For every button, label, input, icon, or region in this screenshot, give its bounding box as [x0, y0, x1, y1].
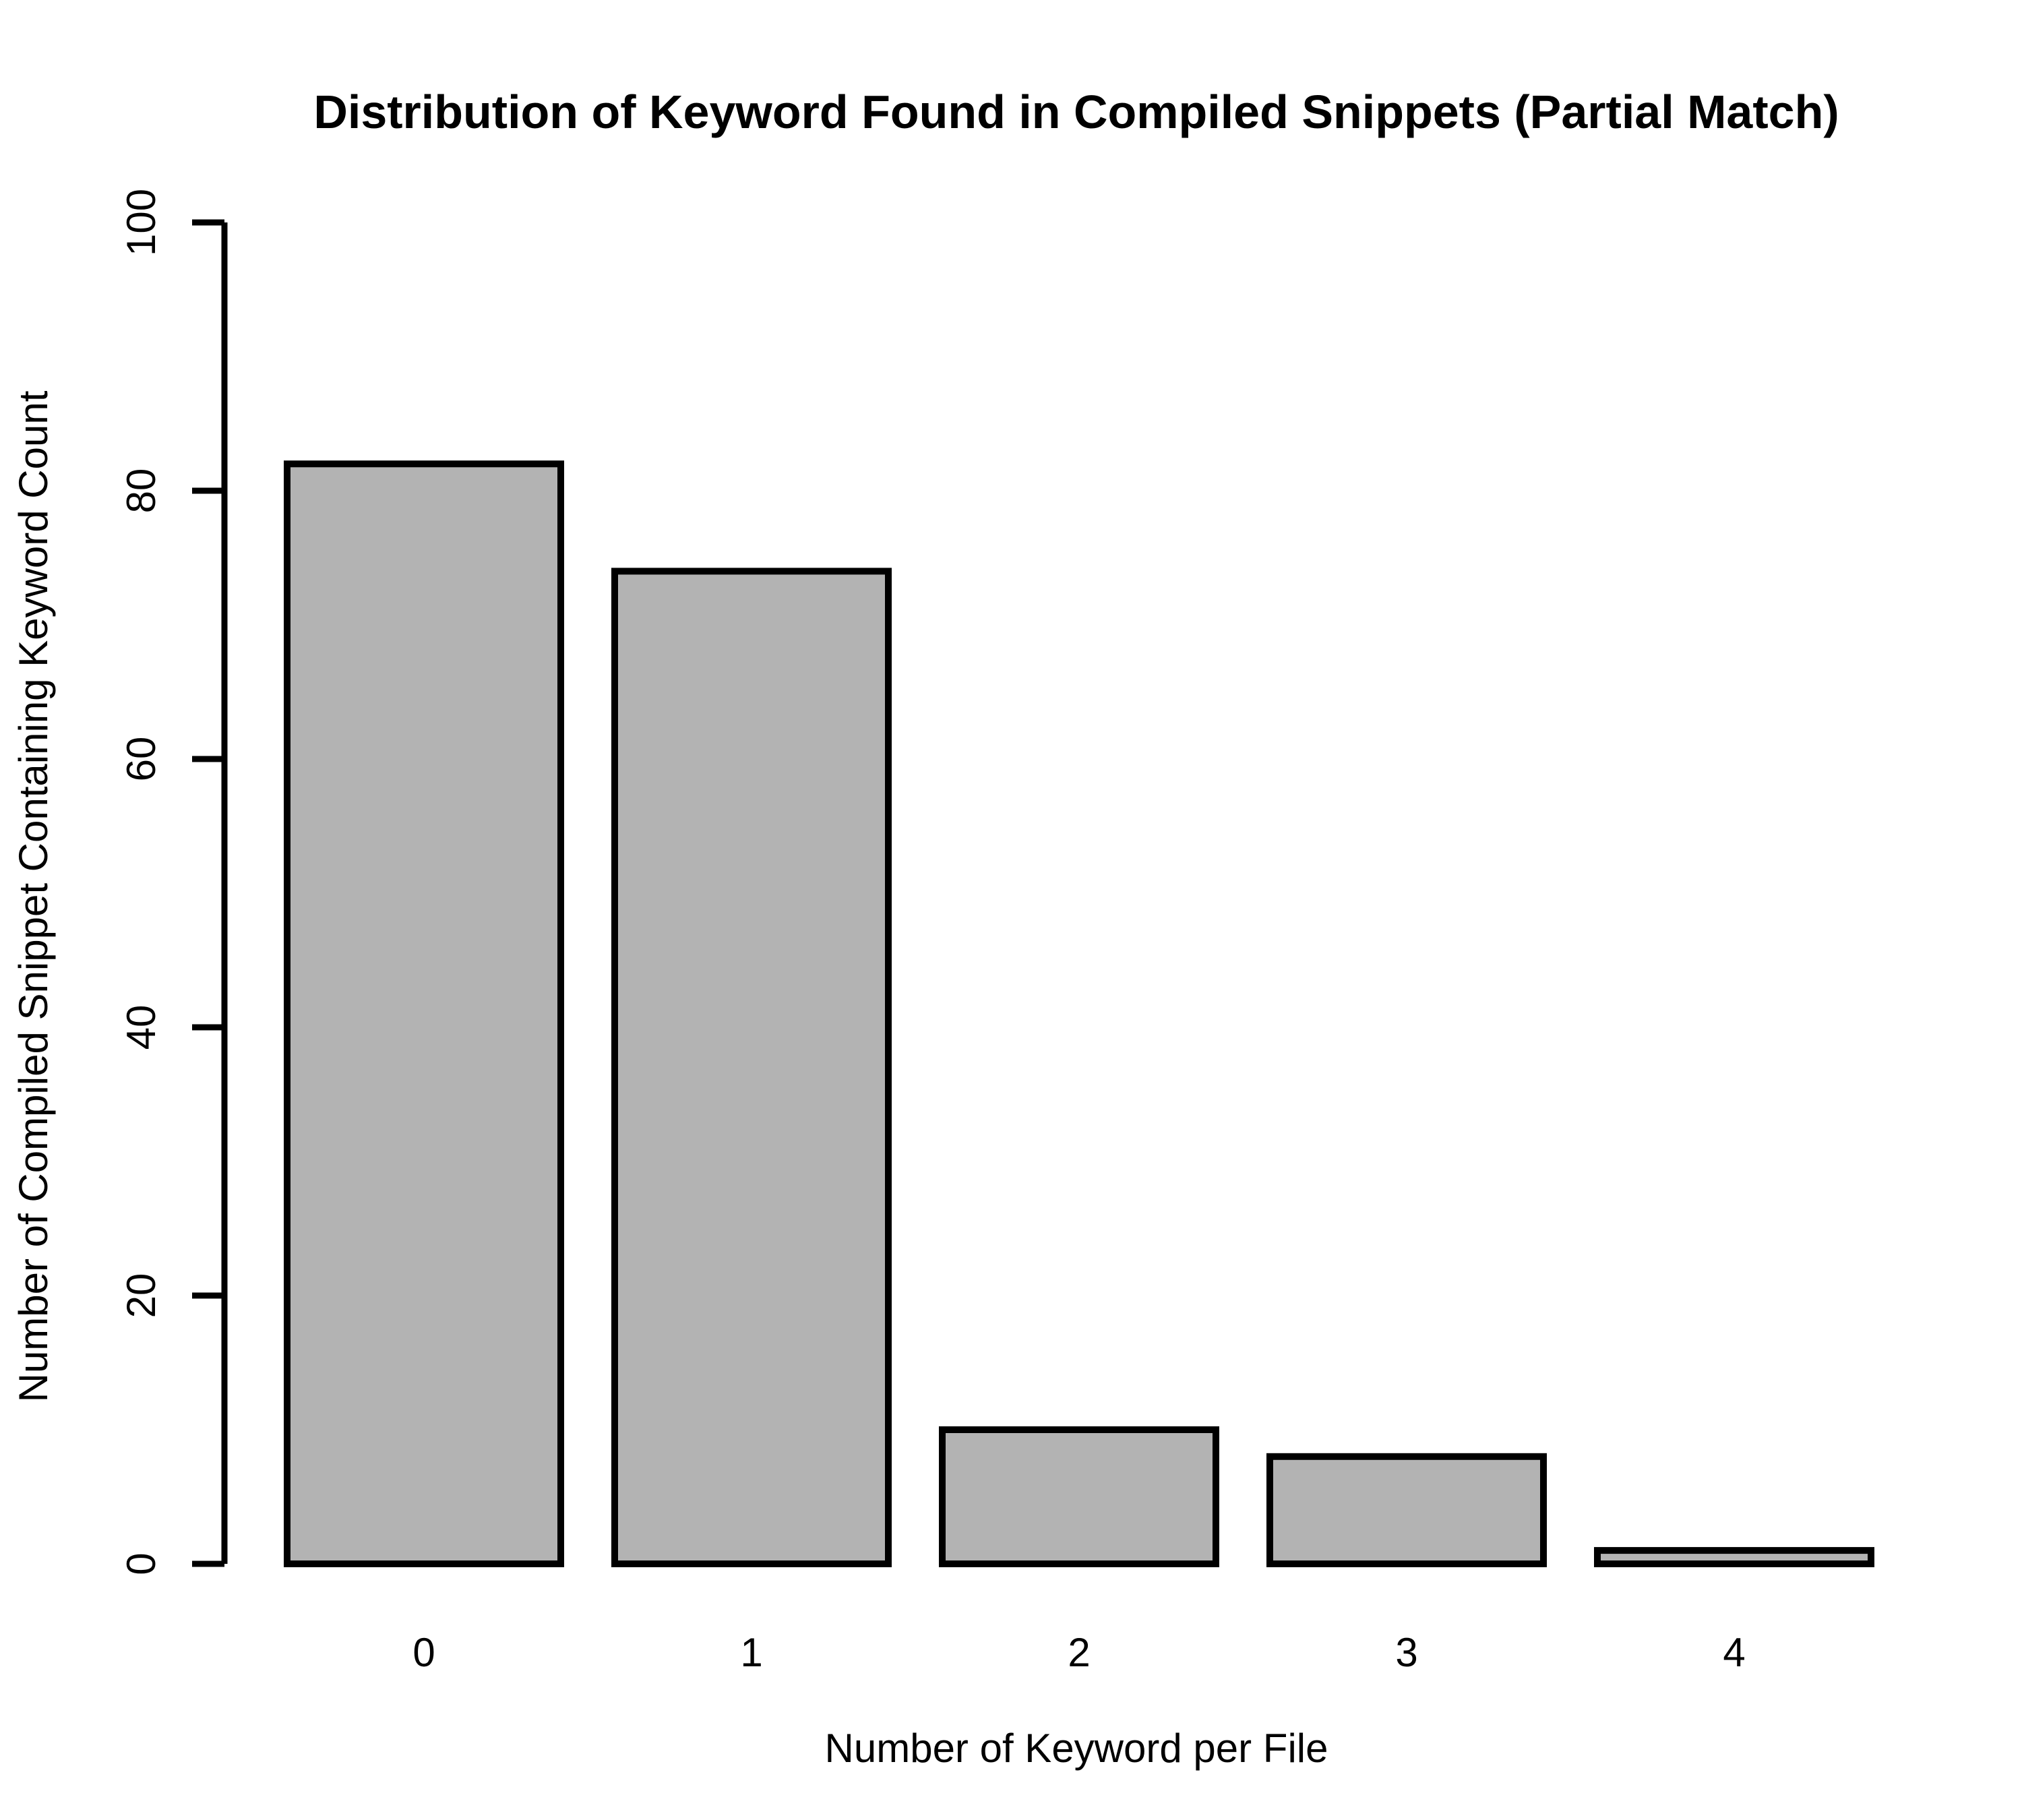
- x-tick-label: 4: [1723, 1630, 1745, 1675]
- y-axis-label: Number of Compiled Snippet Containing Ke…: [11, 390, 56, 1402]
- x-tick-label: 1: [740, 1630, 762, 1675]
- bar-1: [611, 568, 892, 1567]
- y-tick-label: 100: [119, 189, 164, 256]
- x-axis-label: Number of Keyword per File: [825, 1726, 1328, 1771]
- y-axis-ticks: 0 20 40 60 80 100: [119, 189, 224, 1575]
- y-tick-label: 20: [119, 1273, 164, 1318]
- bar-0: [284, 460, 564, 1568]
- y-tick-label: 80: [119, 468, 164, 514]
- y-tick-label: 60: [119, 737, 164, 782]
- x-tick-label: 3: [1395, 1630, 1417, 1675]
- bar-3: [1266, 1453, 1547, 1568]
- bar-2: [939, 1426, 1219, 1567]
- y-tick-label: 40: [119, 1005, 164, 1050]
- y-tick-label: 0: [119, 1552, 164, 1575]
- bars-group: [284, 460, 1874, 1568]
- x-tick-label: 0: [412, 1630, 435, 1675]
- chart-title: Distribution of Keyword Found in Compile…: [313, 86, 1839, 138]
- x-tick-label: 2: [1068, 1630, 1090, 1675]
- x-axis-ticks: 0 1 2 3 4: [412, 1630, 1745, 1675]
- bar-4: [1594, 1547, 1874, 1568]
